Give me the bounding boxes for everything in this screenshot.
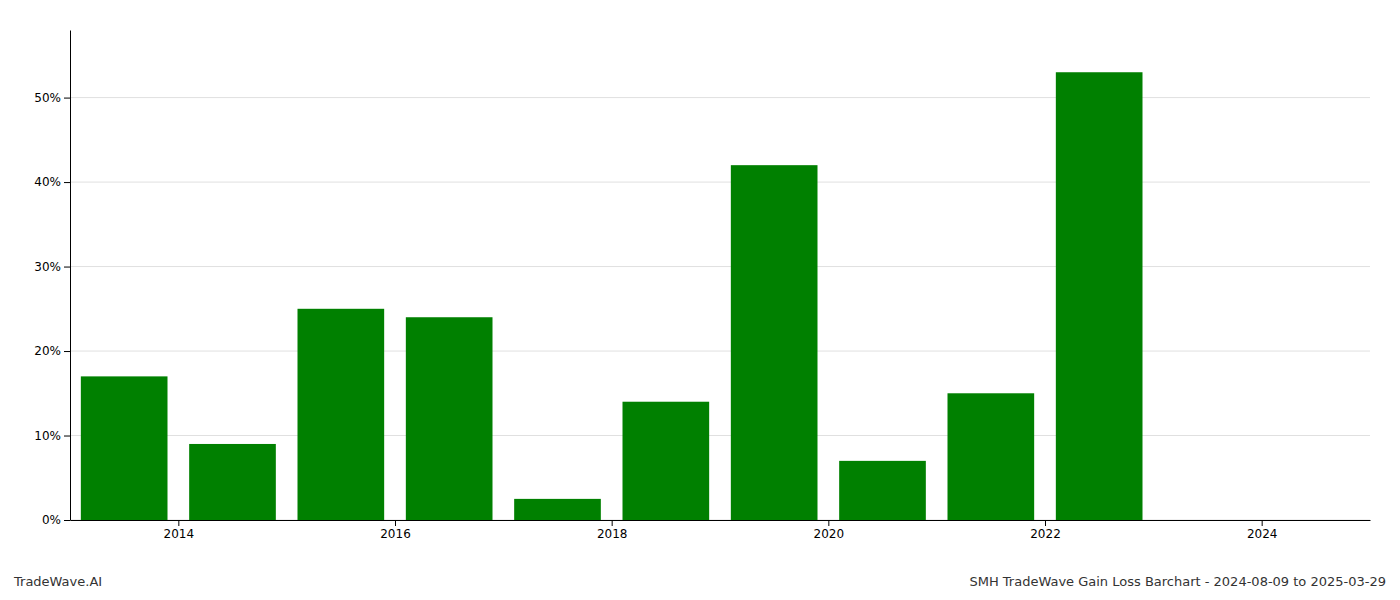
footer-right: SMH TradeWave Gain Loss Barchart - 2024-… bbox=[969, 574, 1386, 589]
y-tick: 30% bbox=[34, 260, 70, 274]
grid-line bbox=[70, 435, 1370, 436]
x-tick: 2018 bbox=[597, 520, 628, 541]
x-axis: 2014 2016 2018 2020 2022 2024 bbox=[71, 520, 1371, 541]
tick-label: 2024 bbox=[1247, 527, 1278, 541]
bar bbox=[839, 461, 926, 520]
tick-label: 10% bbox=[34, 429, 61, 443]
bar bbox=[623, 402, 710, 520]
tick-label: 2018 bbox=[597, 527, 628, 541]
tick-mark bbox=[828, 520, 829, 526]
bar bbox=[298, 309, 385, 520]
x-tick: 2022 bbox=[1030, 520, 1061, 541]
tick-label: 40% bbox=[34, 175, 61, 189]
tick-mark bbox=[64, 351, 70, 352]
tick-label: 2020 bbox=[814, 527, 845, 541]
y-axis: 0% 10% 20% 30% 40% 50% bbox=[34, 31, 70, 528]
grid-line bbox=[70, 351, 1370, 352]
y-tick: 20% bbox=[34, 344, 70, 358]
grid bbox=[70, 98, 1370, 520]
tick-label: 2016 bbox=[380, 527, 411, 541]
tick-mark bbox=[612, 520, 613, 526]
grid-line bbox=[70, 182, 1370, 183]
bar bbox=[1056, 72, 1143, 520]
footer-left: TradeWave.AI bbox=[13, 574, 102, 589]
y-tick: 40% bbox=[34, 175, 70, 189]
x-tick: 2016 bbox=[380, 520, 411, 541]
bar bbox=[731, 165, 818, 520]
tick-mark bbox=[64, 436, 70, 437]
x-tick: 2014 bbox=[164, 520, 195, 541]
tick-label: 2022 bbox=[1030, 527, 1061, 541]
bar bbox=[948, 393, 1035, 520]
bar bbox=[81, 376, 168, 520]
tick-mark bbox=[64, 520, 70, 521]
tick-mark bbox=[395, 520, 396, 526]
bar bbox=[406, 317, 493, 520]
tick-mark bbox=[1262, 520, 1263, 526]
y-tick: 0% bbox=[42, 513, 70, 527]
tick-label: 0% bbox=[42, 513, 61, 527]
grid-line bbox=[70, 266, 1370, 267]
tick-mark bbox=[1045, 520, 1046, 526]
plot: 2014 2016 2018 2020 2022 2024 0% 10% 20% 30% 40% 50… bbox=[34, 31, 1370, 541]
tick-mark bbox=[64, 182, 70, 183]
y-tick: 10% bbox=[34, 429, 70, 443]
bar bbox=[514, 499, 601, 520]
y-tick: 50% bbox=[34, 91, 70, 105]
x-tick: 2020 bbox=[814, 520, 845, 541]
axis-line bbox=[70, 31, 71, 521]
tick-mark bbox=[64, 267, 70, 268]
axis-line bbox=[71, 520, 1371, 521]
grid-line bbox=[70, 97, 1370, 98]
tick-label: 50% bbox=[34, 91, 61, 105]
tick-mark bbox=[64, 98, 70, 99]
tick-label: 20% bbox=[34, 344, 61, 358]
chart: 2014 2016 2018 2020 2022 2024 0% 10% 20% 30% 40% 50… bbox=[0, 0, 1400, 600]
bars bbox=[81, 72, 1143, 520]
tick-mark bbox=[178, 520, 179, 526]
bar bbox=[189, 444, 276, 520]
x-tick: 2024 bbox=[1247, 520, 1278, 541]
tick-label: 2014 bbox=[164, 527, 195, 541]
tick-label: 30% bbox=[34, 260, 61, 274]
